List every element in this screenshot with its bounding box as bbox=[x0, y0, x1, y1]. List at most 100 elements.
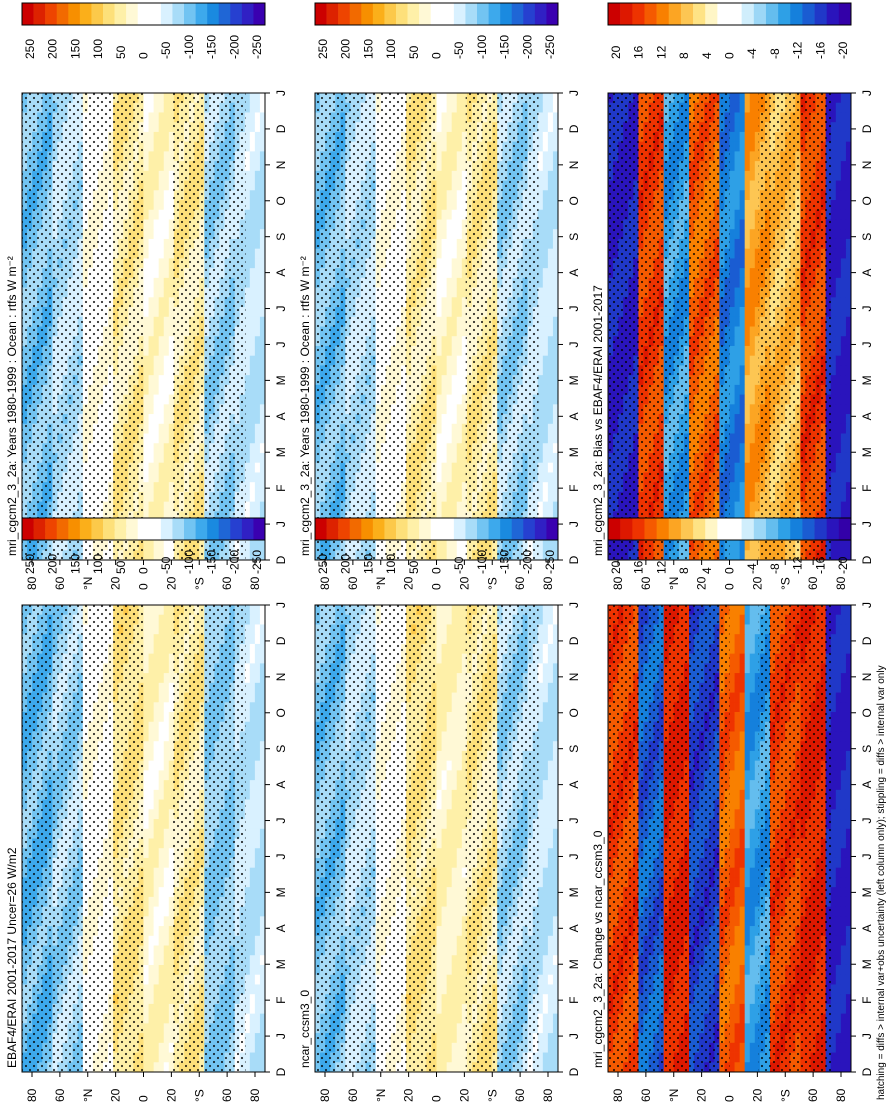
heatmap-cell bbox=[158, 355, 165, 366]
heatmap-cell bbox=[436, 462, 442, 473]
heatmap-cell bbox=[249, 462, 256, 473]
heatmap-cell bbox=[446, 209, 453, 220]
colorbar-tick-label: 100 bbox=[384, 39, 398, 59]
heatmap-cell bbox=[143, 248, 149, 259]
heatmap-cell bbox=[168, 433, 175, 444]
heatmap-cell bbox=[163, 190, 170, 201]
heatmap-cell bbox=[436, 248, 442, 259]
heatmap-cell bbox=[143, 443, 149, 454]
heatmap-cell bbox=[446, 326, 453, 337]
heatmap-cell bbox=[148, 482, 155, 493]
heatmap-cell bbox=[456, 433, 463, 444]
heatmap-cell bbox=[552, 336, 559, 347]
heatmap-cell bbox=[148, 355, 155, 366]
heatmap-cell bbox=[148, 491, 155, 503]
heatmap-cell bbox=[153, 326, 160, 337]
heatmap-cell bbox=[441, 268, 448, 279]
heatmap-cell bbox=[547, 316, 554, 327]
heatmap-cell bbox=[451, 326, 458, 337]
heatmap-cell bbox=[446, 336, 453, 347]
heatmap-cell bbox=[244, 423, 251, 434]
heatmap-cell bbox=[441, 443, 448, 454]
heatmap-cell bbox=[249, 614, 256, 625]
lat-tick-label: °S bbox=[192, 577, 206, 590]
heatmap-cell bbox=[249, 443, 256, 454]
heatmap-cell bbox=[446, 443, 453, 454]
heatmap-cell bbox=[163, 200, 170, 211]
heatmap-cell bbox=[158, 190, 165, 201]
heatmap-cell bbox=[542, 229, 549, 240]
heatmap-cell bbox=[143, 345, 149, 357]
panel-title: mri_cgcm2_3_2a: Years 1980-1999 : Ocean … bbox=[298, 256, 312, 556]
heatmap-cell bbox=[244, 511, 251, 522]
heatmap-cell bbox=[451, 268, 458, 279]
heatmap-cell bbox=[446, 287, 453, 298]
heatmap-cell bbox=[259, 511, 266, 522]
heatmap-cell bbox=[441, 219, 448, 230]
heatmap-cell bbox=[542, 122, 549, 133]
lat-tick-label: 20 bbox=[402, 576, 416, 590]
heatmap-cell bbox=[143, 229, 149, 240]
heatmap-cell bbox=[259, 550, 266, 561]
heatmap-cell bbox=[441, 141, 448, 152]
heatmap-cell bbox=[244, 491, 251, 503]
heatmap-cell bbox=[456, 229, 463, 240]
heatmap-cell bbox=[143, 491, 149, 503]
heatmap-cell bbox=[259, 462, 266, 473]
heatmap-cell bbox=[451, 131, 458, 143]
heatmap-cell bbox=[148, 443, 155, 454]
heatmap-cell bbox=[168, 624, 175, 635]
heatmap-cell bbox=[456, 287, 463, 298]
heatmap-cell bbox=[441, 326, 448, 337]
heatmap-cell bbox=[254, 443, 261, 454]
heatmap-cell bbox=[259, 200, 266, 211]
heatmap-cell bbox=[461, 384, 468, 396]
heatmap-cell bbox=[143, 131, 149, 143]
heatmap-cell bbox=[461, 287, 468, 298]
heatmap-cell bbox=[254, 462, 261, 473]
heatmap-cell bbox=[456, 180, 463, 191]
heatmap-cell bbox=[259, 452, 266, 464]
heatmap-cell bbox=[143, 423, 149, 434]
heatmap-cell bbox=[254, 511, 261, 522]
colorbar-tick-label: -200 bbox=[520, 35, 534, 59]
colorbar-swatch bbox=[419, 3, 432, 25]
heatmap-cell bbox=[547, 355, 554, 366]
heatmap-cell bbox=[461, 277, 468, 288]
stippling bbox=[22, 93, 144, 560]
heatmap-cell bbox=[446, 550, 453, 561]
heatmap-cell bbox=[163, 326, 170, 337]
heatmap-cell bbox=[148, 258, 155, 269]
heatmap-cell bbox=[441, 248, 448, 259]
heatmap-cell bbox=[158, 102, 165, 113]
heatmap-cell bbox=[436, 277, 442, 288]
heatmap-cell bbox=[143, 550, 149, 561]
heatmap-cell bbox=[547, 414, 554, 425]
heatmap-cell bbox=[249, 102, 256, 113]
heatmap-cell bbox=[552, 452, 559, 464]
heatmap-cell bbox=[542, 93, 549, 104]
month-tick-label: A bbox=[274, 269, 288, 277]
heatmap-cell bbox=[163, 443, 170, 454]
heatmap-cell bbox=[244, 452, 251, 464]
heatmap-cell bbox=[249, 122, 256, 133]
heatmap-cell bbox=[542, 112, 549, 123]
heatmap-cell bbox=[168, 345, 175, 357]
heatmap-cell bbox=[148, 375, 155, 386]
heatmap-cell bbox=[254, 605, 261, 616]
heatmap-cell bbox=[249, 112, 256, 123]
heatmap-cell bbox=[461, 268, 468, 279]
heatmap-cell bbox=[456, 365, 463, 376]
heatmap-cell bbox=[168, 190, 175, 201]
heatmap-cell bbox=[441, 550, 448, 561]
heatmap-cell bbox=[143, 624, 149, 635]
heatmap-cell bbox=[542, 180, 549, 191]
heatmap-cell bbox=[552, 394, 559, 405]
heatmap-cell bbox=[244, 634, 251, 645]
heatmap-cell bbox=[249, 511, 256, 522]
heatmap-cell bbox=[163, 112, 170, 123]
heatmap-cell bbox=[552, 384, 559, 396]
heatmap-cell bbox=[542, 462, 549, 473]
heatmap-cell bbox=[244, 307, 251, 318]
heatmap-cell bbox=[456, 375, 463, 386]
